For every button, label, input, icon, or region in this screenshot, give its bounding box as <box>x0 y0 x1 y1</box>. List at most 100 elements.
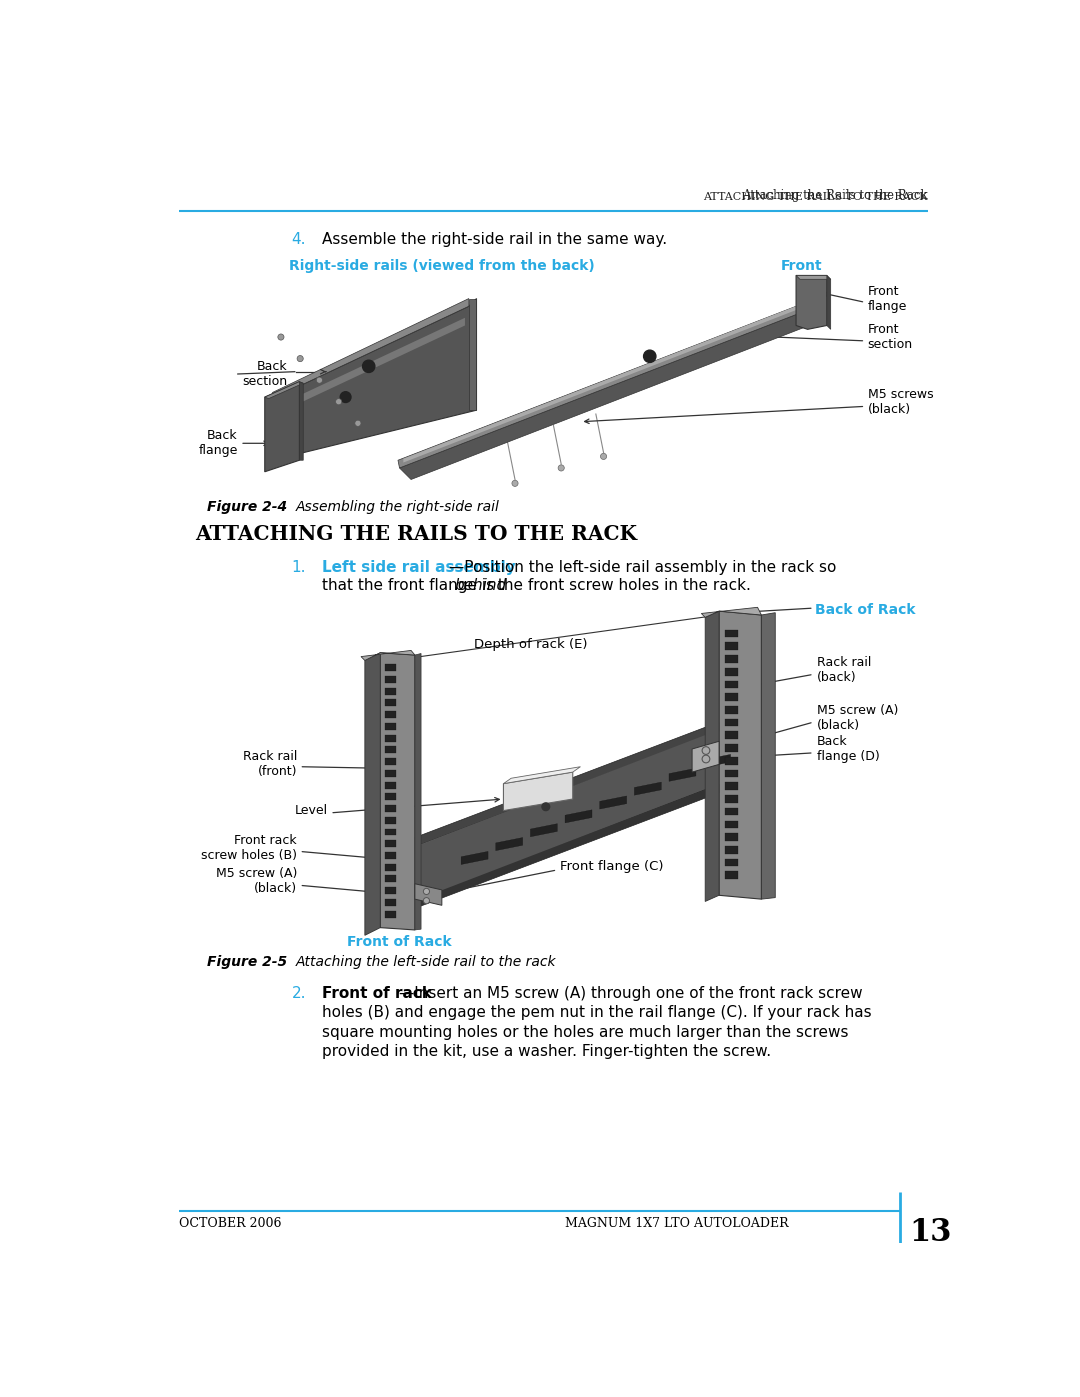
Polygon shape <box>299 381 303 460</box>
Text: OCTOBER 2006: OCTOBER 2006 <box>179 1217 282 1231</box>
Polygon shape <box>384 898 395 905</box>
Text: behind: behind <box>455 578 508 594</box>
Text: Front: Front <box>781 258 822 272</box>
Text: Left side rail assembly: Left side rail assembly <box>323 560 516 576</box>
Polygon shape <box>705 610 719 901</box>
Text: Back
section: Back section <box>243 360 288 388</box>
Text: Front rack
screw holes (B): Front rack screw holes (B) <box>201 834 297 862</box>
Text: Figure 2-4: Figure 2-4 <box>207 500 287 514</box>
Text: 13: 13 <box>909 1217 953 1248</box>
Text: Front of rack: Front of rack <box>323 986 432 1002</box>
Text: Assemble the right-side rail in the same way.: Assemble the right-side rail in the same… <box>323 232 667 246</box>
Polygon shape <box>384 887 395 894</box>
Polygon shape <box>415 654 421 930</box>
Polygon shape <box>669 768 696 781</box>
Polygon shape <box>725 745 739 752</box>
Polygon shape <box>384 828 395 835</box>
Polygon shape <box>380 652 415 930</box>
Text: provided in the kit, use a washer. Finger-tighten the screw.: provided in the kit, use a washer. Finge… <box>323 1044 771 1059</box>
Text: Front
section: Front section <box>867 323 913 351</box>
Polygon shape <box>634 782 661 795</box>
Text: Front flange (C): Front flange (C) <box>559 861 663 873</box>
Text: Depth of rack (E): Depth of rack (E) <box>474 638 588 651</box>
Circle shape <box>702 746 710 754</box>
Polygon shape <box>725 643 739 650</box>
Circle shape <box>278 334 284 339</box>
Polygon shape <box>496 838 523 851</box>
Polygon shape <box>384 852 395 859</box>
Polygon shape <box>725 655 739 662</box>
Polygon shape <box>415 838 419 907</box>
Polygon shape <box>384 724 395 729</box>
Polygon shape <box>725 718 739 726</box>
Polygon shape <box>692 742 719 773</box>
Polygon shape <box>599 796 626 809</box>
Polygon shape <box>403 305 800 462</box>
Polygon shape <box>530 824 557 837</box>
Circle shape <box>600 453 607 460</box>
Polygon shape <box>415 884 442 905</box>
Text: that the front flange is: that the front flange is <box>323 578 499 594</box>
Polygon shape <box>384 759 395 766</box>
Polygon shape <box>384 805 395 812</box>
Polygon shape <box>384 735 395 742</box>
Text: Level: Level <box>295 805 328 817</box>
Polygon shape <box>725 782 739 791</box>
Polygon shape <box>725 757 739 764</box>
Text: —Insert an M5 screw (A) through one of the front rack screw: —Insert an M5 screw (A) through one of t… <box>400 986 863 1002</box>
Polygon shape <box>384 711 395 718</box>
Circle shape <box>423 898 430 904</box>
Circle shape <box>702 756 710 763</box>
Polygon shape <box>397 302 808 468</box>
Text: the front screw holes in the rack.: the front screw holes in the rack. <box>494 578 752 594</box>
Text: Front of Rack: Front of Rack <box>347 936 451 950</box>
Text: M5 screw (A)
(black): M5 screw (A) (black) <box>216 868 297 895</box>
Polygon shape <box>761 613 775 900</box>
Text: Right-side rails (viewed from the back): Right-side rails (viewed from the back) <box>289 258 595 272</box>
Polygon shape <box>725 859 739 866</box>
Circle shape <box>512 481 518 486</box>
Polygon shape <box>704 754 730 767</box>
Text: M5 screws
(black): M5 screws (black) <box>867 388 933 416</box>
Polygon shape <box>400 310 819 479</box>
Polygon shape <box>384 876 395 883</box>
Circle shape <box>355 420 361 426</box>
Polygon shape <box>725 807 739 816</box>
Polygon shape <box>796 275 827 330</box>
Polygon shape <box>725 820 739 828</box>
Polygon shape <box>272 299 469 398</box>
Text: Back
flange: Back flange <box>199 429 238 457</box>
Circle shape <box>644 351 656 362</box>
Polygon shape <box>365 652 380 936</box>
Text: square mounting holes or the holes are much larger than the screws: square mounting holes or the holes are m… <box>323 1024 849 1039</box>
Polygon shape <box>827 275 831 330</box>
Text: Attaching the Rails to the Rack: Attaching the Rails to the Rack <box>742 189 928 201</box>
Text: Figure 2-5: Figure 2-5 <box>207 956 287 970</box>
Polygon shape <box>384 665 395 671</box>
Text: 4.: 4. <box>292 232 307 246</box>
Polygon shape <box>265 381 303 398</box>
Polygon shape <box>565 810 592 823</box>
Polygon shape <box>725 680 739 689</box>
Text: Rack rail
(back): Rack rail (back) <box>816 657 872 685</box>
Polygon shape <box>415 722 723 845</box>
Polygon shape <box>384 840 395 847</box>
Polygon shape <box>725 833 739 841</box>
Polygon shape <box>725 847 739 854</box>
Polygon shape <box>384 700 395 707</box>
Polygon shape <box>384 817 395 824</box>
Polygon shape <box>725 705 739 714</box>
Polygon shape <box>272 299 476 460</box>
Polygon shape <box>384 782 395 788</box>
Text: M5 screw (A)
(black): M5 screw (A) (black) <box>816 704 899 732</box>
Polygon shape <box>725 732 739 739</box>
Polygon shape <box>384 793 395 800</box>
Polygon shape <box>265 381 299 472</box>
Polygon shape <box>725 668 739 676</box>
Text: Front
flange: Front flange <box>867 285 907 313</box>
Circle shape <box>340 391 351 402</box>
Polygon shape <box>469 299 476 411</box>
Polygon shape <box>384 746 395 753</box>
Polygon shape <box>384 863 395 870</box>
Polygon shape <box>384 770 395 777</box>
